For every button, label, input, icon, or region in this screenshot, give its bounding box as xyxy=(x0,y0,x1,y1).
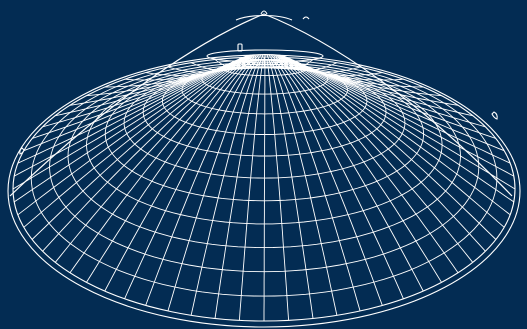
dome-rib xyxy=(69,58,250,273)
dome-rib xyxy=(272,59,361,312)
dome-rib xyxy=(23,55,247,152)
dome-rib xyxy=(54,58,249,263)
dome-rib xyxy=(124,54,255,81)
dome-rib xyxy=(86,54,252,97)
dome-rib xyxy=(12,56,246,190)
dome-rib xyxy=(283,57,505,228)
canopy-outline xyxy=(9,13,513,197)
dome-rib xyxy=(13,56,246,177)
dome-rib xyxy=(268,59,314,319)
dome-rib xyxy=(190,59,260,316)
dome-rib xyxy=(278,58,442,283)
dome-rib xyxy=(284,56,515,203)
dome-rib xyxy=(31,57,247,240)
dome-rib xyxy=(275,54,404,81)
dome-rib xyxy=(124,58,255,299)
dome-rib xyxy=(277,54,424,88)
dome-rib xyxy=(167,54,258,73)
dome-rib xyxy=(280,58,459,273)
dome-rib xyxy=(214,54,262,70)
dome-rib xyxy=(282,57,486,252)
dome-rib xyxy=(274,54,383,76)
dome-rib xyxy=(268,54,314,70)
dome-rib xyxy=(277,58,424,292)
dome-rib xyxy=(284,57,511,216)
dome-rib xyxy=(281,58,474,263)
dome-rib xyxy=(86,58,252,283)
dome-rib xyxy=(263,54,266,69)
dome-rib xyxy=(145,58,256,306)
dome-rib xyxy=(23,57,247,228)
dome-rib xyxy=(283,55,505,152)
dome-rib xyxy=(214,59,262,319)
dome-rib xyxy=(167,59,258,312)
dome-rib xyxy=(104,54,253,88)
dome-rib xyxy=(190,54,260,71)
dome-rib xyxy=(283,57,497,240)
dome-rib xyxy=(104,58,253,292)
dome-rib xyxy=(238,59,264,321)
dome-rib xyxy=(263,59,266,321)
dome-rib xyxy=(275,58,404,299)
dome-rib xyxy=(13,56,246,203)
dome-rib xyxy=(17,57,246,216)
dome-rib xyxy=(42,57,248,252)
dome-rib xyxy=(266,59,290,321)
dome-rib xyxy=(284,56,515,177)
dome-rib xyxy=(239,54,264,69)
dome-rib xyxy=(145,54,256,76)
dome-rib xyxy=(17,56,246,164)
radial-ribs xyxy=(12,54,516,321)
dome-rib xyxy=(284,56,516,190)
dome-rib xyxy=(284,56,511,164)
dome-rib xyxy=(274,58,383,306)
dome-rib xyxy=(270,59,338,316)
rim-side-clips xyxy=(19,111,498,155)
